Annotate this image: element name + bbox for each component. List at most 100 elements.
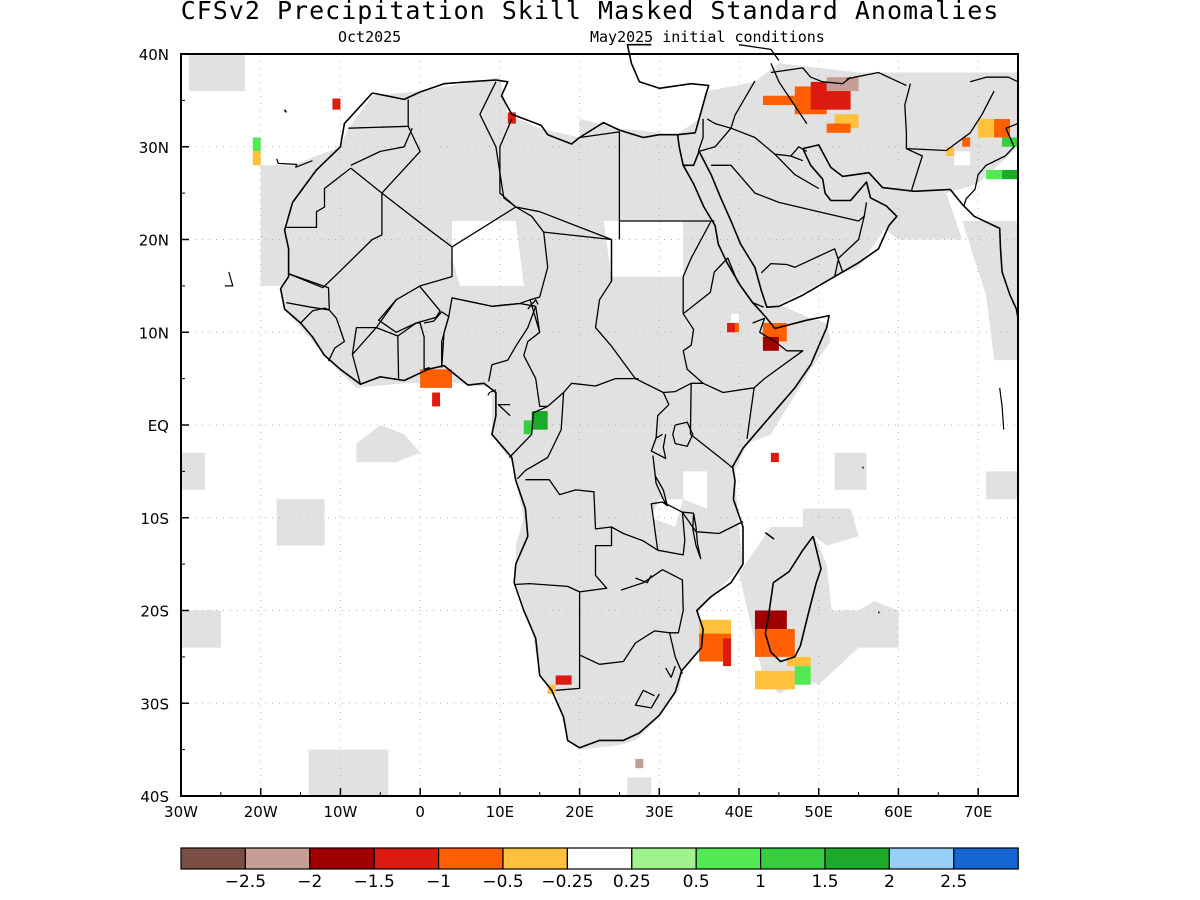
anomaly-cell [794, 666, 811, 685]
anomaly-cell [962, 137, 971, 147]
anomaly-cell [420, 369, 453, 388]
y-tick-label: 20S [140, 603, 169, 621]
border-7 [579, 131, 621, 240]
canaries [276, 158, 313, 168]
maldives [999, 387, 1005, 430]
colorbar-swatch [888, 847, 955, 870]
border-11 [508, 405, 548, 458]
border-12 [497, 403, 511, 417]
colorbar-swatch [244, 847, 311, 870]
madeira [283, 109, 287, 113]
anomaly-cell [432, 392, 441, 407]
border-5 [499, 118, 517, 208]
border-45 [790, 155, 804, 162]
mask-region-8 [786, 601, 899, 685]
colorbar-swatch [566, 847, 633, 870]
anomaly-cell [1002, 169, 1018, 180]
anomaly-cell [1002, 137, 1018, 147]
border-18 [620, 569, 684, 634]
border-29 [752, 317, 804, 389]
arabia-coast [698, 144, 1019, 319]
y-tick-label: 10S [140, 510, 169, 528]
x-tick-label: 20W [244, 803, 278, 821]
border-21 [634, 689, 660, 709]
colorbar-label: −0.25 [541, 872, 593, 892]
anomaly-cells [252, 77, 1018, 769]
border-26 [689, 433, 734, 469]
mask-region-1 [189, 54, 245, 92]
mask-region-11 [986, 471, 1018, 500]
levant-coast [626, 43, 710, 136]
y-tick-label: 30S [140, 695, 169, 713]
border-17 [662, 501, 744, 535]
anomaly-cell [727, 322, 736, 333]
border-51 [906, 90, 995, 152]
colorbar-swatch [309, 847, 375, 870]
colorbar-swatch [824, 847, 891, 870]
sinai-coast [683, 151, 700, 167]
border-0 [284, 167, 352, 229]
border-22 [665, 665, 676, 678]
seychelles [862, 466, 864, 469]
y-tick-label: 40N [139, 46, 169, 64]
border-41 [770, 63, 808, 124]
border-54 [770, 67, 852, 85]
anomaly-cell [978, 118, 995, 138]
lake-victoria [672, 421, 694, 447]
colorbar-label: −2 [297, 872, 322, 892]
border-50 [904, 83, 923, 192]
border-49 [760, 248, 844, 274]
border-23 [650, 433, 667, 460]
x-tick-label: 50E [804, 803, 833, 821]
mask-region-2 [181, 452, 205, 490]
border-10 [523, 299, 639, 408]
colorbar-swatch [695, 847, 762, 870]
colorbar: −2.5 −2 −1.5 −1 −0.5 −0.25 0.25 0.5 1 1.5 2 2.5 [180, 847, 1019, 892]
border-16 [657, 511, 694, 556]
mask-region-14 [356, 425, 421, 463]
colorbar-label: −1 [426, 872, 451, 892]
gridlines [181, 54, 1018, 796]
border-52 [963, 122, 1019, 207]
valid-month-label: Oct2025 [338, 28, 402, 46]
border-40 [381, 126, 421, 194]
anomaly-cell [635, 758, 644, 769]
border-42 [730, 80, 808, 157]
y-tick-label: EQ [148, 417, 169, 435]
anomaly-cell [762, 95, 795, 106]
mask-hole-1 [603, 221, 684, 277]
colorbar-swatch [502, 847, 569, 870]
anomaly-cell [555, 675, 572, 685]
mauritius [877, 611, 880, 614]
anomaly-cell [754, 610, 787, 630]
anomaly-cell [507, 112, 516, 124]
border-13 [516, 392, 565, 480]
mask-region-9 [802, 508, 859, 546]
y-tick-label: 20N [139, 232, 169, 250]
coastlines [224, 43, 1019, 749]
border-35 [378, 286, 441, 333]
x-tick-label: 0 [415, 803, 425, 821]
border-24 [655, 392, 670, 439]
colorbar-label: 1 [755, 872, 766, 892]
mask-region-10 [834, 452, 867, 490]
x-tick-label: 30W [164, 803, 198, 821]
x-tick-label: 70E [964, 803, 993, 821]
border-36 [441, 316, 450, 368]
border-48 [834, 216, 865, 277]
border-44 [697, 118, 704, 152]
anomaly-cell [946, 146, 955, 157]
border-33 [397, 322, 430, 370]
border-37 [451, 297, 541, 333]
anomaly-cell [786, 656, 811, 667]
anomaly-cell [954, 151, 971, 166]
colorbar-swatch [953, 847, 1019, 870]
border-53 [846, 71, 907, 87]
cape-verde [224, 271, 234, 287]
anomaly-cell [986, 169, 1003, 180]
anomaly-cell [826, 123, 851, 133]
colorbar-label: 2 [884, 872, 895, 892]
anomaly-cell [994, 118, 1011, 138]
colorbar-swatch [438, 847, 504, 870]
